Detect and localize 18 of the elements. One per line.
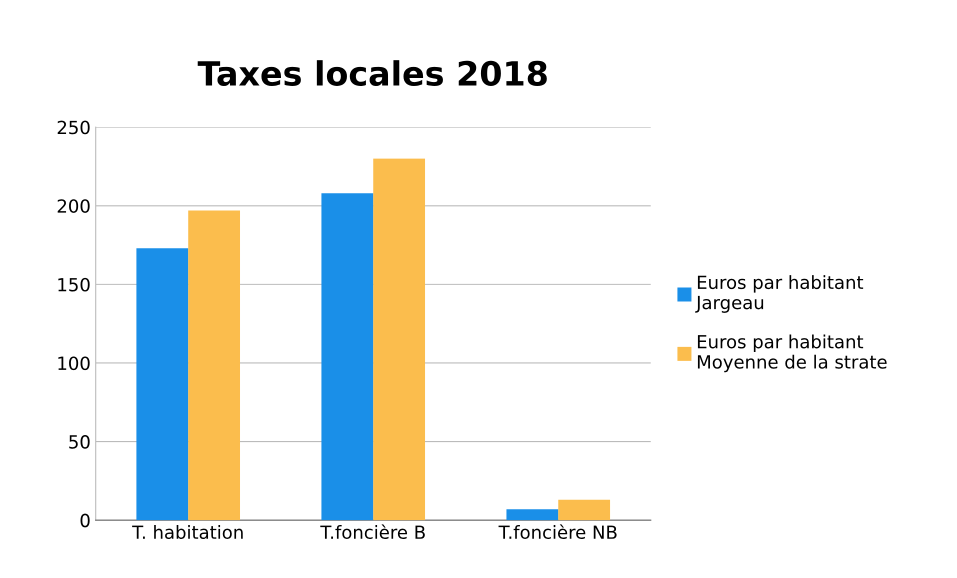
y-tick-label: 150 bbox=[58, 278, 90, 292]
legend-label: Euros par habitant Jargeau bbox=[695, 275, 864, 313]
y-tick-label: 200 bbox=[58, 199, 90, 213]
y-tick-label: 100 bbox=[58, 356, 90, 370]
chart-title: Taxes locales 2018 bbox=[198, 60, 547, 86]
y-tick-label: 0 bbox=[80, 514, 90, 528]
x-tick-label: T. habitation bbox=[132, 525, 243, 540]
bar bbox=[506, 509, 558, 520]
legend-label: Euros par habitant Moyenne de la strate bbox=[698, 334, 887, 372]
y-tick-label: 50 bbox=[69, 435, 90, 449]
y-tick-label: 250 bbox=[58, 120, 90, 134]
bar bbox=[188, 210, 240, 520]
bar bbox=[558, 500, 610, 520]
bar bbox=[321, 193, 374, 520]
bar bbox=[136, 248, 188, 520]
bar bbox=[373, 158, 426, 520]
x-tick-label: T.foncière B bbox=[320, 524, 425, 540]
x-tick-label: T.foncière NB bbox=[498, 524, 617, 540]
